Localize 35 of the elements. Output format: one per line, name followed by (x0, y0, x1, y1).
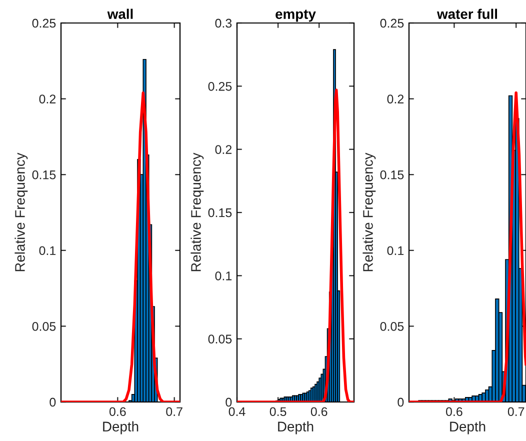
y-tick-label: 0.05 (380, 322, 404, 331)
x-tick-label: 0.5 (270, 407, 286, 416)
y-tick-label: 0.1 (215, 271, 232, 280)
x-tick-label: 0.6 (310, 407, 328, 416)
y-tick-label: 0.25 (208, 82, 232, 91)
y-tick-label: 0.15 (208, 208, 232, 218)
y-tick-label: 0 (398, 398, 404, 407)
y-axis-title: Relative Frequency (14, 152, 28, 272)
x-tick-label: 0.6 (109, 407, 126, 416)
y-tick-label: 0.15 (32, 170, 56, 180)
y-tick-label: 0.1 (387, 246, 404, 256)
y-tick-label: 0.2 (215, 145, 232, 154)
y-tick-label: 0.25 (380, 18, 404, 28)
y-tick-label: 0.1 (39, 246, 56, 256)
y-tick-label: 0 (226, 398, 232, 407)
y-tick-label: 0 (50, 398, 56, 407)
chart-title: empty (276, 10, 316, 22)
x-axis-title: Depth (103, 421, 138, 434)
chart-title: water full (436, 8, 497, 19)
y-axis-title: Relative Frequency (362, 152, 376, 272)
chart-title: wall (107, 8, 133, 19)
x-tick-label: 0.6 (446, 407, 462, 416)
x-tick-label: 0.4 (228, 407, 246, 416)
x-axis-title: Depth (450, 421, 486, 434)
y-axis-title: Relative Frequency (190, 152, 204, 272)
y-tick-label: 0.2 (387, 94, 404, 104)
y-tick-label: 0.15 (380, 170, 404, 180)
x-tick-label: 0.7 (166, 407, 182, 416)
y-tick-label: 0.3 (215, 18, 232, 28)
y-tick-label: 0.05 (208, 334, 232, 344)
x-axis-title: Depth (278, 421, 314, 434)
y-tick-label: 0.2 (39, 94, 56, 104)
y-tick-label: 0.25 (32, 18, 56, 28)
y-tick-label: 0.05 (32, 322, 56, 331)
x-tick-label: 0.7 (508, 407, 524, 416)
